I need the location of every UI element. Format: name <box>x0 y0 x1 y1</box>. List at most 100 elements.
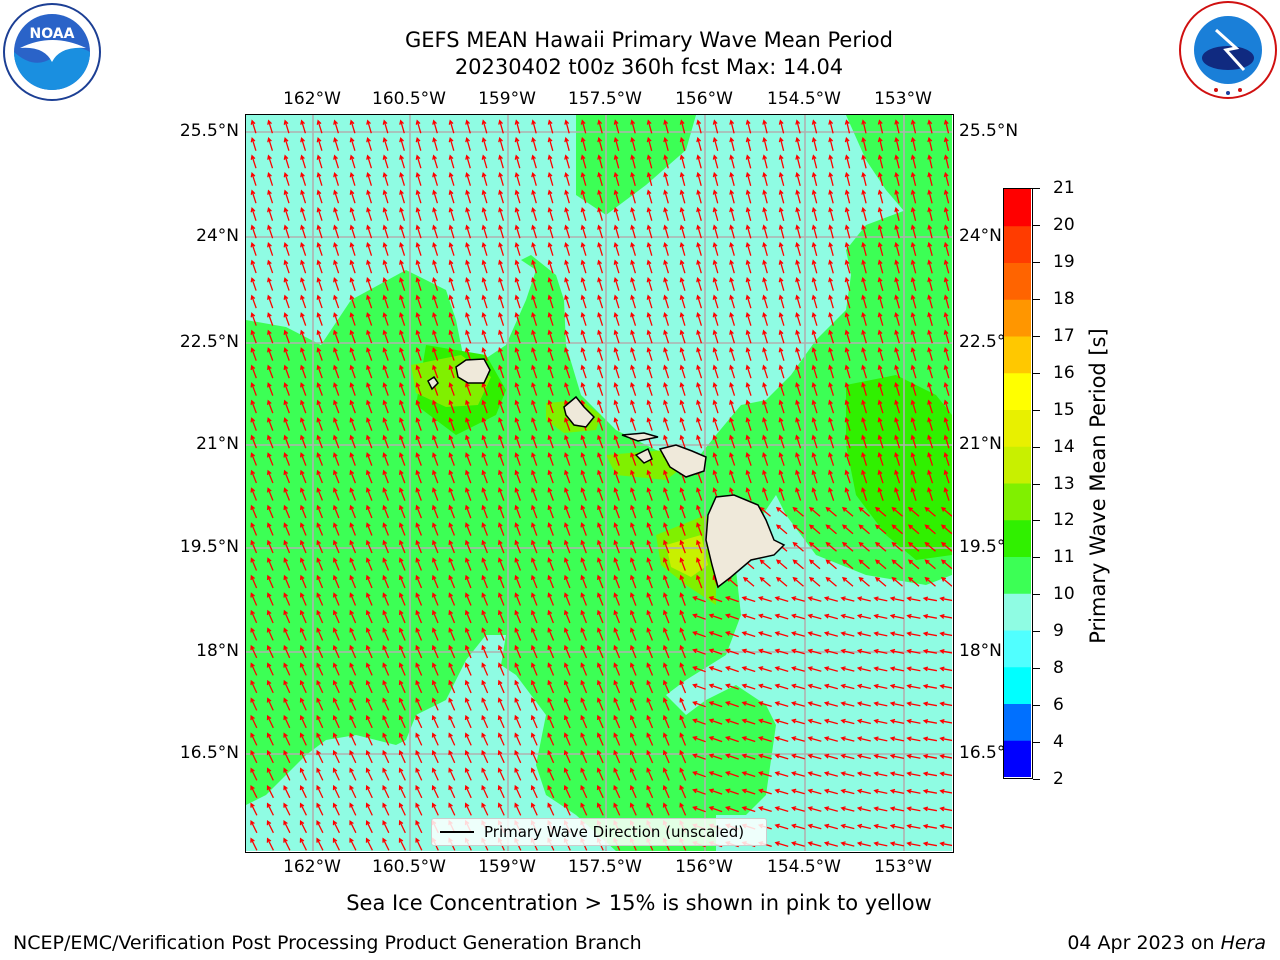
wave-direction-arrow <box>679 539 686 554</box>
wave-direction-arrow <box>267 242 274 256</box>
wave-direction-arrow <box>646 732 654 746</box>
wave-direction-arrow <box>939 718 952 724</box>
wave-direction-arrow <box>696 294 703 309</box>
wave-direction-arrow <box>514 259 521 274</box>
wave-direction-arrow <box>448 189 455 204</box>
wave-direction-arrow <box>597 364 604 379</box>
wave-direction-arrow <box>563 784 571 799</box>
wave-direction-arrow <box>630 504 637 519</box>
wave-direction-arrow <box>547 679 555 694</box>
wave-direction-arrow <box>481 259 488 274</box>
wave-direction-arrow <box>431 802 439 816</box>
wave-direction-arrow <box>580 574 588 589</box>
wave-direction-arrow <box>332 487 340 501</box>
wave-direction-arrow <box>696 277 703 291</box>
wave-direction-arrow <box>464 749 472 764</box>
wave-direction-arrow <box>481 802 489 816</box>
wave-direction-arrow <box>646 469 653 484</box>
wave-direction-arrow <box>333 364 340 379</box>
wave-direction-arrow <box>431 504 439 519</box>
wave-direction-arrow <box>939 806 952 812</box>
wave-direction-arrow <box>398 557 406 571</box>
colorbar-segment <box>1004 556 1031 594</box>
wave-direction-arrow <box>823 596 838 602</box>
wave-direction-arrow <box>629 784 637 799</box>
wave-direction-arrow <box>432 137 438 151</box>
wave-direction-arrow <box>629 662 637 676</box>
wave-direction-arrow <box>808 559 821 570</box>
wave-direction-arrow <box>877 171 884 186</box>
wave-direction-arrow <box>481 154 488 169</box>
wave-direction-arrow <box>547 417 554 431</box>
wave-direction-arrow <box>729 154 735 169</box>
wave-direction-arrow <box>646 136 653 151</box>
wave-direction-arrow <box>861 434 868 449</box>
wave-direction-arrow <box>725 613 739 620</box>
wave-direction-arrows <box>250 119 952 851</box>
wave-direction-arrow <box>448 539 456 554</box>
sea-ice-note: Sea Ice Concentration > 15% is shown in … <box>346 891 932 915</box>
wave-direction-arrow <box>283 399 290 414</box>
wave-direction-arrow <box>266 469 274 484</box>
wave-direction-arrow <box>745 381 752 396</box>
wave-direction-arrow <box>399 417 406 431</box>
wave-direction-arrow <box>696 259 702 274</box>
wave-direction-arrow <box>745 242 752 256</box>
wave-direction-arrow <box>415 574 423 589</box>
wave-direction-arrow <box>415 364 422 379</box>
wave-direction-arrow <box>894 434 901 449</box>
wave-direction-arrow <box>696 557 703 571</box>
wave-direction-arrow <box>927 294 933 309</box>
wave-direction-arrow <box>910 276 917 291</box>
wave-direction-arrow <box>774 648 789 655</box>
wave-direction-arrow <box>382 154 389 169</box>
wave-direction-arrow <box>564 136 570 151</box>
wave-direction-arrow <box>267 207 274 221</box>
wave-direction-arrow <box>877 294 884 309</box>
wave-direction-arrow <box>316 714 324 729</box>
wave-direction-arrow <box>399 172 406 186</box>
wave-direction-arrow <box>696 504 703 519</box>
wave-direction-arrow <box>399 277 406 291</box>
colorbar-tick-label: 15 <box>1053 399 1075 420</box>
wave-direction-arrow <box>365 644 373 659</box>
wave-direction-arrow <box>530 627 538 641</box>
wave-direction-arrow <box>907 576 920 587</box>
lat-tick-label: 24°N <box>196 226 239 246</box>
wave-direction-arrow <box>922 718 938 724</box>
wave-direction-arrow <box>856 823 871 830</box>
wave-direction-arrow <box>889 666 905 672</box>
wave-direction-arrow <box>762 154 768 169</box>
wave-direction-arrow <box>563 767 571 781</box>
wave-direction-arrow <box>629 697 637 711</box>
wave-direction-arrow <box>415 539 423 554</box>
wave-direction-arrow <box>547 242 554 256</box>
wave-direction-arrow <box>250 627 258 641</box>
wave-direction-arrow <box>316 784 324 799</box>
wave-direction-arrow <box>448 679 456 694</box>
lat-tick-label: 24°N <box>959 226 1002 246</box>
wave-direction-arrow <box>741 683 756 690</box>
wave-direction-arrow <box>844 381 851 396</box>
wave-direction-arrow <box>563 714 571 729</box>
wave-direction-arrow <box>894 189 900 204</box>
wave-direction-arrow <box>349 627 357 641</box>
wave-direction-arrow <box>266 627 274 641</box>
wave-direction-arrow <box>250 487 258 501</box>
wave-direction-arrow <box>663 294 670 309</box>
wave-direction-arrow <box>349 417 356 431</box>
wave-direction-arrow <box>497 714 505 729</box>
wave-direction-arrow <box>778 329 785 344</box>
wave-direction-arrow <box>349 592 357 606</box>
wave-direction-arrow <box>547 329 554 344</box>
wave-direction-arrow <box>927 329 933 344</box>
wave-direction-arrow <box>729 434 736 449</box>
wave-direction-arrow <box>910 224 917 239</box>
wave-direction-arrow <box>316 487 324 501</box>
wave-direction-arrow <box>564 504 571 519</box>
wave-direction-arrow <box>943 276 950 291</box>
wave-direction-arrow <box>267 382 274 396</box>
wave-direction-arrow <box>712 171 719 186</box>
wave-direction-arrow <box>415 224 422 239</box>
wave-direction-arrow <box>696 224 702 239</box>
